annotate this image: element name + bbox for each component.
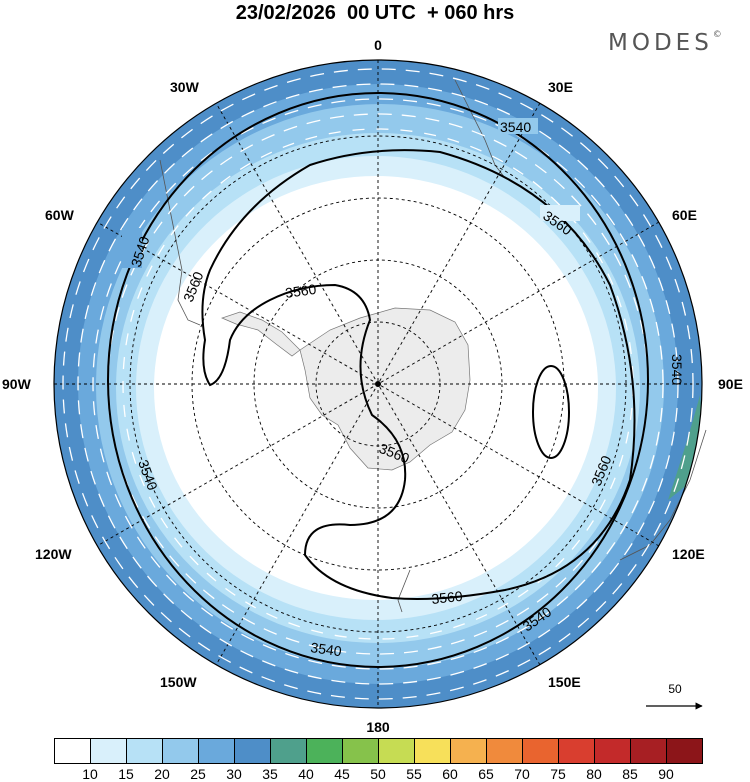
- map-border: [53, 59, 703, 709]
- colorbar-tick-label: 60: [442, 766, 458, 782]
- lon-label-0: 0: [374, 37, 382, 53]
- wind-reference-vector: 50: [646, 682, 703, 710]
- colorbar-tick-label: 50: [370, 766, 386, 782]
- colorbar-tick-label: 55: [406, 766, 422, 782]
- colorbar-swatch: [378, 738, 415, 764]
- lon-label-90w: 90W: [2, 376, 32, 392]
- colorbar-swatch: [162, 738, 199, 764]
- colorbar-tick-label: 35: [262, 766, 278, 782]
- lon-label-150w: 150W: [160, 674, 197, 690]
- brand-name: MODES: [608, 30, 713, 56]
- colorbar-swatch: [414, 738, 451, 764]
- colorbar-swatch: [630, 738, 667, 764]
- lon-label-60w: 60W: [45, 207, 75, 223]
- colorbar-tick-label: 15: [118, 766, 134, 782]
- colorbar-swatch: [90, 738, 127, 764]
- colorbar-tick-label: 45: [334, 766, 350, 782]
- lon-label-90e: 90E: [718, 376, 743, 392]
- lon-label-180: 180: [366, 719, 390, 735]
- colorbar-tick-label: 10: [82, 766, 98, 782]
- contour-3560-closed: [532, 365, 570, 459]
- colorbar-tick-label: 70: [514, 766, 530, 782]
- colorbar-swatch: [342, 738, 379, 764]
- geopotential-contours: [107, 92, 649, 668]
- colorbar-swatch: [486, 738, 523, 764]
- contour-label: 3560: [431, 588, 464, 607]
- map-title: 23/02/2026 00 UTC + 060 hrs: [235, 2, 515, 24]
- contour-3540: [107, 92, 649, 668]
- antarctica-landmass: [299, 307, 471, 471]
- contour-label: 3540: [500, 119, 531, 135]
- colorbar-swatch: [54, 738, 91, 764]
- africa-coast: [454, 79, 506, 179]
- south-pole-marker: [375, 381, 381, 387]
- colorbar-swatch: [450, 738, 487, 764]
- colorbar-tick-label: 75: [550, 766, 566, 782]
- colorbar-tick-label: 85: [622, 766, 638, 782]
- antarctic-peninsula: [221, 311, 301, 357]
- contour-label: 3540: [669, 354, 685, 385]
- australia-coast: [619, 429, 707, 561]
- colorbar-tick-label: 30: [226, 766, 242, 782]
- wind-reference-label: 50: [668, 682, 682, 696]
- colorbar-swatch: [558, 738, 595, 764]
- colorbar-swatch: [666, 738, 703, 764]
- contour-label: 3560: [284, 281, 317, 301]
- lon-label-30e: 30E: [548, 79, 573, 95]
- new-zealand: [397, 569, 411, 613]
- colorbar-tick-label: 40: [298, 766, 314, 782]
- polar-map: 3540 3540 3540 3540 3540 3540 3560 3560 …: [2, 37, 743, 735]
- colorbar-swatch: [198, 738, 235, 764]
- longitude-labels: 0 30E 60E 90E 120E 150E 180 150W 120W 90…: [2, 37, 743, 735]
- lon-label-120w: 120W: [35, 546, 72, 562]
- colorbar-tick-label: 20: [154, 766, 170, 782]
- colorbar-swatch: [126, 738, 163, 764]
- colorbar-tick-label: 25: [190, 766, 206, 782]
- colorbar-tick-label: 65: [478, 766, 494, 782]
- brand-copyright-mark: ©: [712, 30, 722, 40]
- colorbar-tick-label: 90: [658, 766, 674, 782]
- contour-label: 3540: [310, 639, 343, 659]
- colorbar-swatch: [306, 738, 343, 764]
- brand-logo: MODES©: [608, 30, 722, 56]
- colorbar-swatch: [522, 738, 559, 764]
- colorbar-swatch: [270, 738, 307, 764]
- lon-label-60e: 60E: [672, 207, 697, 223]
- lon-label-120e: 120E: [672, 546, 705, 562]
- lon-label-30w: 30W: [170, 79, 200, 95]
- colorbar-tick-label: 80: [586, 766, 602, 782]
- colorbar-swatch: [234, 738, 271, 764]
- lon-label-150e: 150E: [548, 674, 581, 690]
- colorbar-swatch: [594, 738, 631, 764]
- contour-3560: [201, 149, 636, 600]
